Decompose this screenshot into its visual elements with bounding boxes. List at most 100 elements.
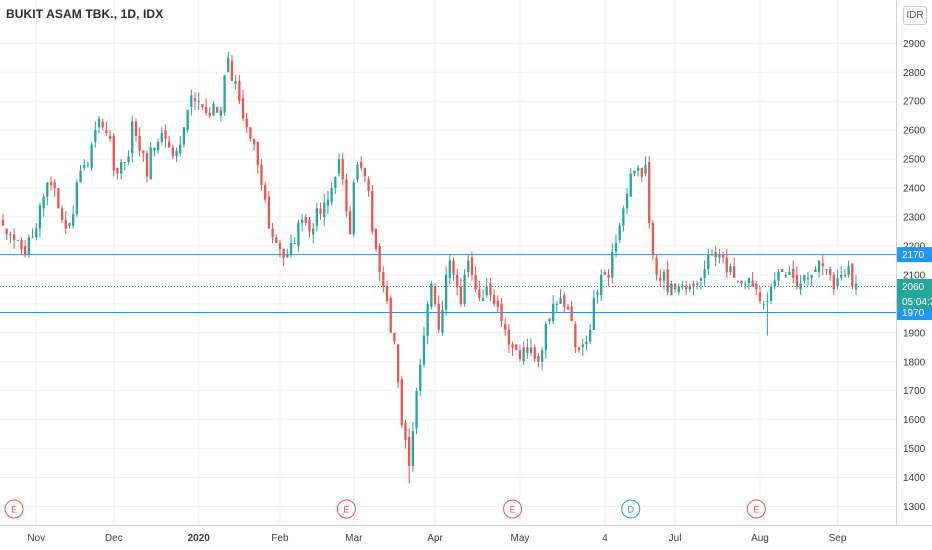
- candle-body: [341, 159, 344, 180]
- candle-body: [437, 303, 440, 330]
- earnings-event-icon[interactable]: [336, 499, 356, 519]
- candle-body: [337, 159, 341, 174]
- candle-body: [430, 283, 433, 307]
- candle-body: [825, 269, 828, 271]
- candle-body: [57, 188, 60, 209]
- candle-body: [123, 161, 127, 163]
- candle-body: [20, 240, 23, 249]
- candle-body: [142, 150, 145, 154]
- candle-body: [241, 98, 245, 119]
- y-tick-label: 1700: [903, 386, 926, 397]
- y-tick-label: 2900: [903, 39, 926, 50]
- candle-body: [35, 228, 38, 238]
- candle-body: [463, 274, 466, 304]
- candle-body: [854, 283, 858, 290]
- candle-body: [24, 245, 27, 255]
- dividend-event-icon[interactable]: [621, 499, 641, 519]
- candle-body: [755, 283, 758, 290]
- candle-body: [507, 329, 511, 345]
- y-tick-label: 1600: [903, 415, 926, 426]
- candle-body: [633, 170, 636, 174]
- y-tick-label: 2300: [903, 213, 926, 224]
- candle-body: [105, 130, 108, 134]
- candle-body: [116, 167, 119, 174]
- candle-body: [592, 298, 595, 330]
- candle-body: [496, 300, 499, 307]
- candle-body: [581, 344, 584, 348]
- candle-body: [60, 208, 64, 220]
- candle-body: [452, 260, 455, 275]
- candle-body: [441, 309, 444, 333]
- candle-body: [79, 170, 82, 183]
- candle-body: [127, 156, 130, 162]
- candle-body: [275, 237, 278, 244]
- candle-body: [474, 274, 477, 290]
- candle-body: [31, 237, 34, 239]
- candle-body: [622, 208, 625, 226]
- candle-body: [396, 344, 400, 383]
- candle-body: [566, 306, 570, 310]
- candle-body: [389, 298, 392, 333]
- candle-body: [766, 300, 769, 302]
- candle-body: [326, 199, 330, 206]
- candle-body: [481, 298, 485, 301]
- candle-body: [448, 260, 451, 278]
- candle-body: [212, 104, 215, 116]
- candle-body: [378, 245, 381, 273]
- candle-body: [230, 60, 234, 81]
- candle-body: [618, 225, 621, 241]
- earnings-event-icon[interactable]: [746, 499, 766, 519]
- candle-body: [699, 277, 703, 281]
- candle-body: [411, 431, 415, 466]
- candle-body: [659, 277, 662, 281]
- candle-body: [49, 182, 53, 186]
- candle-body: [747, 277, 751, 284]
- candle-body: [703, 269, 706, 278]
- candle-body: [293, 243, 296, 245]
- candle-body: [817, 260, 821, 273]
- candle-body: [68, 222, 71, 226]
- candle-body: [696, 283, 699, 285]
- earnings-event-icon[interactable]: [4, 499, 24, 519]
- candle-body: [814, 269, 817, 273]
- candle-body: [426, 303, 429, 336]
- candle-body: [419, 364, 422, 391]
- candle-body: [843, 274, 847, 276]
- x-tick-label: Feb: [271, 533, 289, 544]
- candle-body: [821, 263, 824, 267]
- candle-body: [94, 130, 97, 142]
- candle-body: [829, 269, 832, 275]
- candle-body: [289, 243, 293, 255]
- candle-body: [470, 257, 474, 275]
- candle-body: [651, 222, 655, 255]
- y-tick-label: 1500: [903, 444, 926, 455]
- currency-badge[interactable]: IDR: [903, 6, 927, 25]
- y-tick-label: 2800: [903, 68, 926, 79]
- earnings-event-icon[interactable]: [503, 499, 523, 519]
- y-tick-label: 2100: [903, 270, 926, 281]
- candle-body: [363, 167, 367, 177]
- x-tick-label: 2020: [188, 533, 211, 544]
- candle-body: [271, 228, 274, 238]
- candle-body: [245, 118, 248, 128]
- candle-body: [544, 324, 547, 351]
- price-label-2170: 2170: [902, 250, 925, 261]
- candle-body: [559, 298, 562, 304]
- candle-body: [740, 280, 743, 284]
- candle-body: [707, 254, 710, 270]
- candle-body: [404, 422, 407, 440]
- candle-body: [12, 234, 16, 241]
- candle-body: [433, 286, 437, 304]
- candle-body: [781, 269, 784, 273]
- candle-body: [134, 121, 138, 136]
- candle-body: [160, 133, 163, 142]
- candle-body: [120, 161, 123, 174]
- x-tick-label: Apr: [427, 533, 443, 544]
- candle-body: [234, 80, 237, 84]
- candle-body: [721, 254, 725, 258]
- candle-body: [164, 130, 167, 139]
- candle-body: [548, 318, 551, 322]
- candle-body: [574, 324, 577, 348]
